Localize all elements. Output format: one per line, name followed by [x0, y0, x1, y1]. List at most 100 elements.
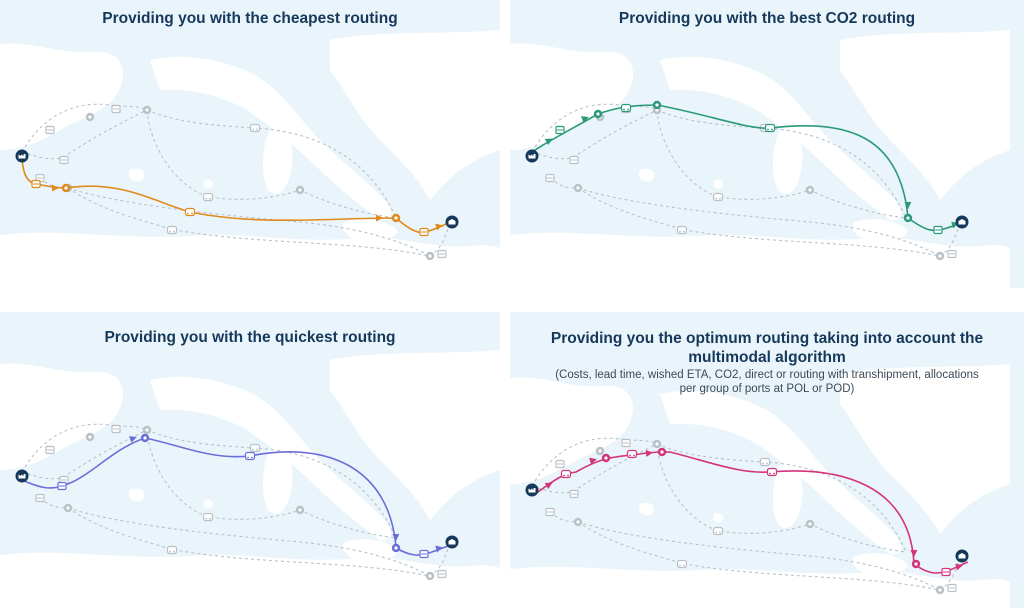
alternative-train-icon [676, 559, 688, 569]
alternative-route-line [146, 429, 397, 539]
route-hub-icon [391, 213, 401, 223]
alternative-route-line [21, 103, 148, 153]
route-arrow-icon [589, 457, 597, 465]
alternative-hub-icon [652, 439, 662, 449]
alternative-route-line [577, 187, 941, 257]
land-mass [150, 56, 392, 221]
alternative-truck-icon [35, 493, 45, 503]
factory-icon [525, 483, 539, 497]
land-mass [852, 553, 908, 576]
route-hub-icon [601, 453, 611, 463]
route-hub-icon [911, 559, 921, 569]
alternative-train-icon [249, 443, 261, 453]
warehouse-icon [955, 549, 969, 563]
alternative-hub-icon [935, 251, 945, 261]
map-optimum [510, 364, 1010, 608]
alternative-route-line [21, 429, 148, 480]
alternative-train-icon [202, 512, 214, 522]
route-hub-icon [593, 109, 603, 119]
alternative-hub-icon [85, 432, 95, 442]
factory-icon [15, 469, 29, 483]
alternative-train-icon [676, 225, 688, 235]
route-hub-icon [657, 447, 667, 457]
land-mass [330, 30, 500, 200]
map-cheapest [0, 30, 500, 288]
route-truck-icon [419, 227, 429, 237]
land-mass [342, 219, 398, 242]
alternative-hub-icon [935, 585, 945, 595]
alternative-train-icon [166, 225, 178, 235]
route-arrow-icon [544, 482, 553, 490]
alternative-truck-icon [555, 459, 565, 469]
alternative-hub-icon [142, 105, 152, 115]
land-mass [638, 502, 655, 516]
alternative-hub-icon [805, 185, 815, 195]
alternative-route-line [531, 109, 658, 160]
alternative-truck-icon [111, 104, 121, 114]
land-mass [510, 566, 1010, 608]
alternative-truck-icon [59, 155, 69, 165]
route-arrow-icon [435, 545, 443, 553]
route-truck-icon [419, 549, 429, 559]
route-arrow-icon [645, 449, 653, 457]
land-mass [0, 552, 500, 608]
route-hub-icon [903, 213, 913, 223]
alternative-route-line [656, 443, 907, 553]
routing-panel-cheapest: Providing you with the cheapest routing [0, 0, 500, 288]
alternative-hub-icon [142, 425, 152, 435]
alternative-hub-icon [573, 183, 583, 193]
alternative-truck-icon [545, 173, 555, 183]
routing-panel-optimum: Providing you the optimum routing taking… [510, 312, 1024, 608]
land-mass [0, 43, 124, 150]
alternative-route-line [21, 423, 148, 473]
route-arrow-icon [392, 533, 400, 541]
route-train-icon [626, 449, 638, 459]
route-arrow-icon [955, 563, 963, 571]
route-hub-icon [391, 543, 401, 553]
land-mass [203, 499, 214, 509]
land-mass [510, 232, 1010, 288]
route-arrow-icon [581, 116, 589, 123]
land-mass [262, 449, 293, 514]
land-mass [510, 377, 634, 484]
alternative-truck-icon [59, 475, 69, 485]
route-arrow-icon [129, 436, 137, 443]
warehouse-icon [445, 215, 459, 229]
route-train-icon [766, 467, 778, 477]
route-arrow-icon [904, 201, 912, 209]
factory-icon [15, 149, 29, 163]
routing-panel-co2: Providing you with the best CO2 routing [510, 0, 1024, 288]
route-truck-icon [57, 481, 67, 491]
alternative-hub-icon [805, 519, 815, 529]
route-arrow-icon [435, 223, 443, 231]
route-arrow-icon [544, 138, 553, 146]
panel-title: Providing you with the best CO2 routing [618, 10, 916, 27]
land-mass [262, 129, 293, 194]
land-mass [772, 463, 803, 528]
alternative-route-line [67, 187, 431, 257]
panel-title: Providing you with the quickest routing [104, 329, 396, 346]
alternative-route-line [577, 521, 941, 591]
alternative-hub-icon [425, 251, 435, 261]
route-truck-icon [555, 125, 565, 135]
land-mass [840, 364, 1010, 534]
alternative-truck-icon [437, 249, 447, 259]
land-mass [713, 513, 724, 523]
alternative-route-line [531, 437, 658, 487]
alternative-truck-icon [569, 489, 579, 499]
map-co2 [510, 30, 1010, 288]
factory-icon [525, 149, 539, 163]
selected-route-line [21, 151, 447, 234]
land-mass [660, 390, 902, 555]
route-train-icon [184, 207, 196, 217]
route-train-icon [620, 103, 632, 113]
alternative-hub-icon [295, 505, 305, 515]
route-hub-icon [652, 100, 662, 110]
alternative-train-icon [202, 192, 214, 202]
alternative-route-line [21, 109, 148, 160]
land-mass [0, 232, 500, 288]
alternative-hub-icon [425, 571, 435, 581]
land-mass [852, 219, 908, 242]
alternative-truck-icon [45, 445, 55, 455]
land-mass [342, 539, 398, 562]
